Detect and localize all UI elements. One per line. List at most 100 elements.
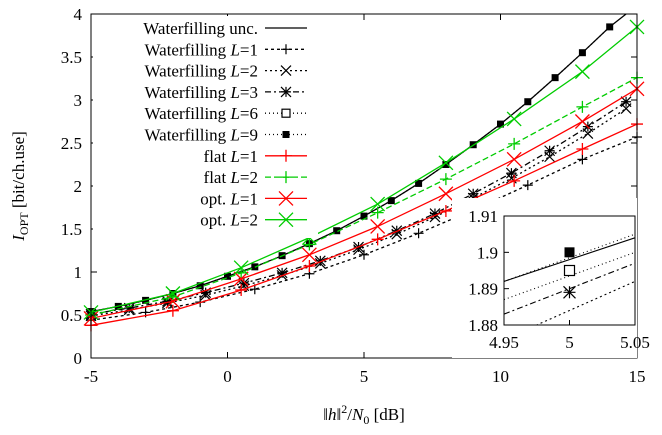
waterfilling-l-9-point — [360, 212, 368, 220]
legend-label-value: =1 — [240, 40, 258, 59]
inset-line-waterfilling-l-9 — [504, 233, 635, 282]
inset-point-waterfilling-l-3 — [563, 285, 576, 299]
opt-l-2-point — [165, 286, 181, 301]
waterfilling-l-9-point — [551, 74, 559, 82]
y-tick-label: 3.5 — [61, 48, 82, 67]
waterfilling-l-9-point — [578, 49, 586, 57]
legend-label-waterfilling-l-2: Waterfilling L=2 — [144, 62, 258, 81]
waterfilling-l-3-point — [467, 188, 479, 200]
y-tick-label: 2.5 — [61, 134, 82, 153]
legend-label-waterfilling-l-9: Waterfilling L=9 — [144, 126, 258, 145]
inset-line-waterfilling-l-6 — [504, 251, 635, 301]
flat-l-1-point — [166, 304, 179, 317]
legend-label-text: Waterfilling — [144, 126, 230, 145]
waterfilling-l-3-point — [238, 277, 250, 289]
legend-label-value: =2 — [240, 62, 258, 81]
inset-point-waterfilling-l-9 — [564, 247, 575, 258]
legend-label-text: flat — [204, 168, 231, 187]
legend-label-waterfilling-l-1: Waterfilling L=1 — [144, 40, 258, 59]
legend-marker-waterfilling-l-2 — [280, 65, 292, 77]
legend-label-flat-l-2: flat L=2 — [204, 168, 258, 187]
legend-marker-waterfilling-l-9 — [282, 131, 290, 138]
legend-label-var: L — [229, 83, 239, 102]
inset-y-tick-label: 1.88 — [468, 316, 498, 335]
inset-x-tick-label: 5.05 — [620, 333, 650, 352]
flat-l-1-point — [371, 233, 384, 246]
waterfilling-l-3-point — [314, 255, 326, 267]
legend-label-value: =9 — [240, 126, 258, 145]
inset-background — [452, 198, 637, 358]
opt-l-1-point — [370, 218, 386, 234]
legend-label-text: Waterfilling — [144, 83, 230, 102]
opt-l-2-point — [233, 260, 249, 276]
legend-marker-waterfilling-l-3 — [280, 86, 292, 98]
inset-x-tick-label: 4.95 — [489, 333, 519, 352]
legend-label-value: =2 — [240, 168, 258, 187]
inset-y-tick-label: 1.91 — [468, 207, 498, 226]
opt-l-1-point — [233, 271, 249, 287]
waterfilling-l-3-point — [544, 145, 556, 157]
x-tick-label: 0 — [223, 367, 232, 386]
waterfilling-l-1-line — [90, 136, 638, 321]
x-axis-title: ‖h‖2/N0 [dB] — [323, 402, 405, 427]
legend-label-value: =2 — [240, 211, 258, 230]
legend-label-text: opt. — [200, 211, 230, 230]
inset-y-tick-label: 1.89 — [468, 280, 498, 299]
legend-label-opt-l-1: opt. L=1 — [200, 189, 258, 208]
waterfilling-l-9-point — [387, 197, 395, 205]
waterfilling-l-3-point — [200, 287, 212, 299]
waterfilling-l-9-point — [333, 227, 341, 235]
waterfilling-l-3-point — [505, 167, 517, 179]
y-tick-label: 0.5 — [61, 306, 82, 325]
flat-l-2-point — [439, 173, 452, 186]
waterfilling-l-9-point — [415, 179, 423, 187]
legend-label-value: =1 — [240, 147, 258, 166]
inset-line-waterfilling-unc — [504, 237, 635, 282]
flat-l-2-point — [508, 137, 521, 150]
legend-label-flat-l-1: flat L=1 — [204, 147, 258, 166]
inset-x-tick-label: 5 — [565, 333, 574, 352]
waterfilling-l-3-point — [429, 208, 441, 219]
y-tick-label: 4 — [74, 5, 83, 24]
flat-l-2-line — [90, 77, 638, 316]
opt-l-2-point — [574, 64, 590, 80]
waterfilling-l-3-point — [620, 96, 632, 108]
legend-label-value: =3 — [240, 83, 258, 102]
waterfilling-l-1-point — [413, 228, 424, 239]
legend-label-value: =6 — [240, 104, 258, 123]
x-title-norm-left: ‖ — [323, 405, 328, 424]
legend-label-text: Waterfilling unc. — [143, 19, 258, 38]
x-title-N: N — [351, 405, 365, 424]
series-opt-l-2 — [83, 19, 645, 320]
opt-l-1-point — [438, 186, 454, 202]
flat-l-1-point — [508, 174, 521, 187]
x-title-sup: 2 — [341, 402, 347, 416]
legend-label-waterfilling-unc: Waterfilling unc. — [143, 19, 258, 38]
waterfilling-l-3-point — [276, 267, 288, 279]
legend-label-text: Waterfilling — [144, 104, 230, 123]
flat-l-2-point — [371, 206, 384, 219]
legend-marker-opt-l-2 — [278, 212, 294, 228]
legend: Waterfilling unc.Waterfilling L=1Waterfi… — [93, 16, 318, 238]
x-tick-label: -5 — [84, 367, 98, 386]
flat-l-2-point — [303, 238, 316, 251]
y-title-unit: [bit/ch.use] — [9, 131, 28, 212]
y-tick-label: 2 — [74, 177, 83, 196]
waterfilling-l-9-point — [442, 161, 450, 168]
legend-background — [93, 16, 318, 238]
inset-y-tick-label: 1.9 — [477, 243, 498, 262]
waterfilling-l-9-point — [196, 282, 204, 290]
x-title-norm-right: ‖ — [337, 405, 342, 424]
legend-label-text: opt. — [200, 189, 230, 208]
legend-label-waterfilling-l-6: Waterfilling L=6 — [144, 104, 258, 123]
legend-label-text: Waterfilling — [144, 62, 230, 81]
series-opt-l-1 — [83, 81, 645, 326]
y-tick-label: 3 — [74, 91, 83, 110]
x-tick-label: 5 — [360, 367, 369, 386]
opt-l-1-point — [574, 114, 590, 129]
waterfilling-l-9-point — [497, 120, 504, 128]
opt-l-2-point — [370, 196, 386, 212]
waterfilling-l-3-point — [162, 295, 173, 307]
inset-point-waterfilling-l-6 — [563, 264, 576, 277]
